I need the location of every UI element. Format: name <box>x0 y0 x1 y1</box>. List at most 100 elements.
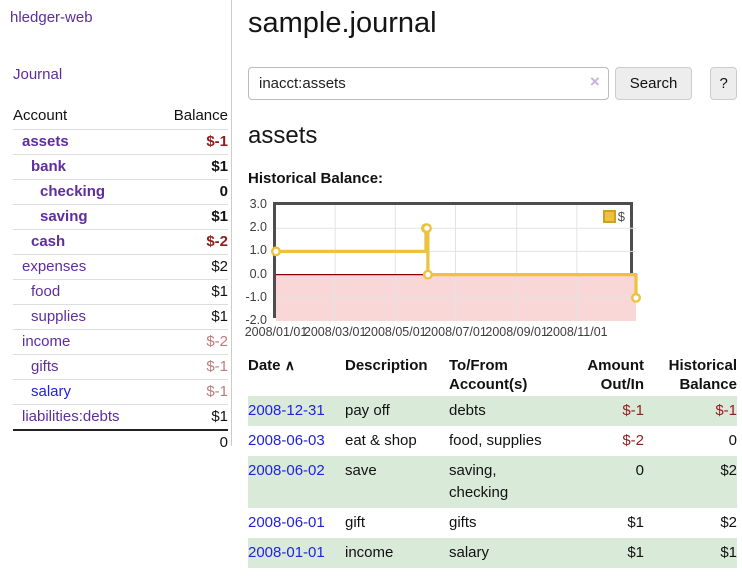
transaction-balance: $1 <box>720 544 737 561</box>
accounts-header-balance: Balance <box>173 107 228 124</box>
transaction-accounts: debts <box>449 402 486 419</box>
account-link-saving[interactable]: saving <box>40 208 88 225</box>
search-row: × Search ? <box>248 67 737 100</box>
search-box: × <box>248 67 609 100</box>
help-button[interactable]: ? <box>710 67 737 100</box>
x-tick-label: 2008/01/01 <box>244 325 308 339</box>
register-row: 2008-12-31 pay off debts $-1 $-1 <box>248 396 737 426</box>
account-row: cash $-2 <box>13 229 228 255</box>
x-tick-label: 2008/07/01 <box>424 325 487 339</box>
register-row: 2008-06-01 gift gifts $1 $2 <box>248 508 737 538</box>
transaction-balance: $2 <box>720 514 737 531</box>
search-button[interactable]: Search <box>614 67 693 100</box>
account-row: saving $1 <box>13 204 228 230</box>
transaction-description: gift <box>345 514 366 531</box>
transaction-description: eat & shop <box>345 432 417 449</box>
transaction-amount: $1 <box>627 514 644 531</box>
clear-search-icon[interactable]: × <box>589 72 600 91</box>
account-link-bank[interactable]: bank <box>31 158 67 175</box>
register-row: 2008-01-01 income salary $1 $1 <box>248 538 737 568</box>
account-row: liabilities:debts $1 <box>13 404 228 430</box>
transaction-accounts: salary <box>449 544 490 561</box>
transaction-amount: $1 <box>627 544 644 561</box>
transaction-balance: $-1 <box>715 402 737 419</box>
accounts-table: Account Balance assets $-1 bank $1 checkin… <box>13 105 228 455</box>
sort-ascending-icon: ∧ <box>284 357 295 373</box>
transaction-accounts: gifts <box>449 514 477 531</box>
transaction-date-link[interactable]: 2008-06-03 <box>248 432 325 449</box>
account-heading: assets <box>248 122 318 149</box>
register-row: 2008-06-03 eat & shop food, supplies $-2… <box>248 426 737 456</box>
account-row: supplies $1 <box>13 304 228 330</box>
transaction-amount: $-1 <box>622 402 644 419</box>
register-table: Date ∧ Description To/From Account(s) Am… <box>248 354 737 568</box>
y-tick-label: 3.0 <box>249 197 267 211</box>
account-balance: $1 <box>155 404 228 430</box>
balance-chart-svg <box>271 205 642 321</box>
y-tick-label: 1.0 <box>249 243 267 258</box>
transaction-date-link[interactable]: 2008-06-01 <box>248 514 325 531</box>
account-link-cash[interactable]: cash <box>31 233 66 250</box>
account-row: bank $1 <box>13 154 228 180</box>
accounts-total-value: 0 <box>155 429 228 455</box>
account-row: salary $-1 <box>13 379 228 405</box>
transaction-balance: $2 <box>720 462 737 479</box>
account-link-salary[interactable]: salary <box>31 383 72 400</box>
account-balance: $-2 <box>155 229 228 255</box>
chart-legend: $ <box>602 209 625 224</box>
account-balance: $1 <box>155 279 228 305</box>
account-balance: $2 <box>155 254 228 280</box>
register-header-date[interactable]: Date ∧ <box>248 357 295 374</box>
account-link-liabilities-debts[interactable]: liabilities:debts <box>22 408 120 425</box>
y-tick-label: -2.0 <box>245 313 267 327</box>
account-balance: $-1 <box>155 354 228 380</box>
y-tick-label: 0.0 <box>249 266 267 281</box>
account-link-food[interactable]: food <box>31 283 61 300</box>
brand-link[interactable]: hledger-web <box>10 9 93 26</box>
transaction-amount: 0 <box>635 462 644 479</box>
account-row: expenses $2 <box>13 254 228 280</box>
account-balance: $1 <box>155 304 228 330</box>
sidebar: hledger-web Journal Account Balance asse… <box>0 0 232 455</box>
chart-title: Historical Balance: <box>248 170 384 187</box>
balance-chart: $ 3.0 2.0 1.0 0.0 -1.0 -2.0 2008/01/01 2008/03/… <box>245 198 642 339</box>
register-row: 2008-06-02 save saving, checking 0 $2 <box>248 456 737 508</box>
account-row: gifts $-1 <box>13 354 228 380</box>
account-row: assets $-1 <box>13 129 228 155</box>
x-tick-label: 2008/09/01 <box>485 325 548 339</box>
accounts-total-row: 0 <box>13 429 228 455</box>
account-balance: $-2 <box>155 329 228 355</box>
account-link-expenses[interactable]: expenses <box>22 258 87 275</box>
transaction-amount: $-2 <box>622 432 644 449</box>
register-header-description: Description <box>345 357 428 374</box>
transaction-date-link[interactable]: 2008-06-02 <box>248 462 325 479</box>
register-header-accounts: To/From Account(s) <box>449 357 528 393</box>
x-tick-label: 2008/03/01 <box>303 325 367 339</box>
legend-swatch-icon <box>602 210 616 223</box>
sidebar-item-journal[interactable]: Journal <box>13 66 63 83</box>
transaction-date-link[interactable]: 2008-12-31 <box>248 402 325 419</box>
account-link-income[interactable]: income <box>22 333 71 350</box>
account-balance: $1 <box>155 204 228 230</box>
x-tick-label: 2008/05/01 <box>364 325 427 339</box>
accounts-header-account: Account <box>13 107 68 124</box>
account-balance: $-1 <box>155 379 228 405</box>
transaction-description: pay off <box>345 402 390 419</box>
transaction-date-link[interactable]: 2008-01-01 <box>248 544 325 561</box>
main-content: sample.journal × Search ? assets Histori… <box>245 0 737 568</box>
transaction-description: income <box>345 544 394 561</box>
account-balance: $1 <box>155 154 228 180</box>
account-link-gifts[interactable]: gifts <box>31 358 59 375</box>
register-header-balance: Historical Balance <box>668 357 737 393</box>
register-header-amount: Amount Out/In <box>587 357 644 393</box>
y-tick-label: 2.0 <box>249 220 267 235</box>
transaction-accounts: food, supplies <box>449 432 542 449</box>
search-input[interactable] <box>248 67 609 100</box>
transaction-description: save <box>345 462 377 479</box>
account-link-supplies[interactable]: supplies <box>31 308 87 325</box>
account-link-assets[interactable]: assets <box>22 133 69 150</box>
account-link-checking[interactable]: checking <box>40 183 106 200</box>
transaction-accounts: saving, checking <box>449 462 509 501</box>
account-row: food $1 <box>13 279 228 305</box>
legend-label: $ <box>617 209 625 224</box>
